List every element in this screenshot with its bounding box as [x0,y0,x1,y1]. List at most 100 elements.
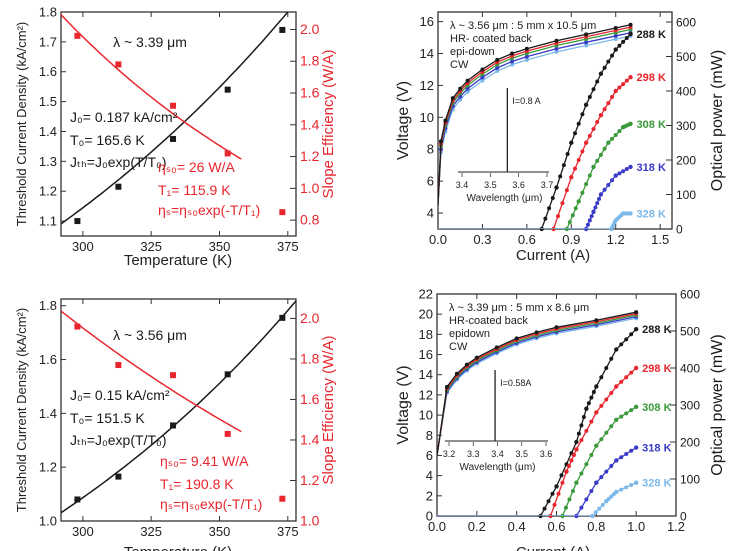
power-point [599,403,604,408]
voltage-point [514,336,519,341]
power-point [598,71,604,76]
voltage-point [464,362,469,367]
x-tick-label: 375 [277,239,299,254]
power-point [602,146,607,151]
power-point [590,513,595,519]
power-point [595,158,600,163]
power-point [610,178,615,183]
annotation: ηₛ₀= 26 W/A [158,159,235,175]
power-point [621,39,626,44]
power-point [610,53,615,58]
y-tick-label: 6 [426,448,433,463]
power-point [580,149,585,154]
y-right-tick-label: 500 [680,325,700,339]
power-point [610,136,615,141]
power-point [581,415,586,420]
power-point [589,489,594,494]
x-tick-label: 0.4 [508,519,526,534]
power-point [550,491,555,496]
power-point [629,332,634,337]
y-tick-label: 12 [420,78,434,93]
power-point [624,485,629,490]
power-point [606,101,611,106]
x-tick-label: 1.2 [667,519,685,534]
power-point [624,411,629,416]
voltage-point [634,310,639,315]
power-point [606,59,611,64]
x-tick-label: 325 [140,524,162,539]
voltage-point [465,78,470,83]
power-point [554,484,559,489]
voltage-point [510,62,515,67]
power-point [560,201,565,206]
power-point [570,489,575,494]
voltage-point [474,355,479,360]
power-point [593,205,598,210]
power-point [617,85,622,90]
power-point [629,448,634,453]
power-point [587,218,592,223]
inset-label: I=0.8 A [512,96,540,106]
power-point [591,209,596,214]
power-point [621,169,626,174]
inset-tick-label: 3.6 [540,449,553,459]
x-tick-label: 0.0 [429,232,447,247]
power-point [614,347,619,352]
y-right-tick-label: 1.8 [300,53,320,69]
y-tick-label: 1.7 [39,34,57,49]
y-right-tick-label: 1.6 [300,391,320,407]
plot-frame [60,11,297,237]
y-right-axis-label: Slope Efficiency (W/A) [320,336,337,485]
power-point [614,384,619,389]
power-point [624,375,629,380]
inset-tick-label: 3.5 [515,449,528,459]
power-point [628,75,633,80]
y-right-tick-label: 1.4 [300,116,320,132]
voltage-point [613,33,618,38]
y-right-tick-label: 100 [676,188,696,202]
x-tick-label: 0.0 [428,519,446,534]
x-tick-label: 325 [140,239,162,254]
y-tick-label: 1.5 [39,94,57,109]
voltage-point [584,32,589,37]
power-point [583,140,589,145]
x-tick-label: 0.8 [587,519,605,534]
inset-tick-label: 3.7 [541,180,554,190]
temperature-label: 288 K [637,29,666,41]
voltage-point [554,325,559,330]
legend-text: HR-coated back [449,315,528,327]
voltage-point [554,46,559,51]
voltage-point [613,25,618,30]
x-tick-label: 0.2 [468,519,486,534]
inset-label: I=0.58A [500,378,531,388]
annotation: J₀= 0.15 kA/cm² [70,387,170,403]
power-point [594,410,599,415]
power-point [543,216,548,221]
power-point [569,175,574,180]
power-point [591,164,596,170]
data-point-right [74,323,81,330]
power-point [598,152,603,157]
power-point [599,475,604,480]
legend-text: λ ~ 3.56 μm : 5 mm x 10.5 μm [450,20,596,32]
power-point [571,452,576,457]
x-tick-label: 350 [209,239,231,254]
power-point [633,365,639,371]
y-axis-label: Voltage (V) [395,365,412,444]
inset-tick-label: 3.5 [484,180,497,190]
temperature-label: 328 K [637,208,666,220]
power-point [624,35,629,40]
power-point [573,206,578,211]
power-point [576,158,581,163]
temperature-label: 288 K [642,324,671,336]
data-point-left [74,218,81,225]
data-point-left [279,26,286,33]
power-point [580,112,585,117]
power-point [595,120,600,125]
y-right-tick-label: 1.0 [300,180,320,196]
power-curve [438,212,631,229]
y-tick-label: 8 [427,142,434,157]
plot-frame [60,298,297,522]
y-right-tick-label: 0 [676,223,683,237]
y-tick-label: 10 [419,408,433,423]
